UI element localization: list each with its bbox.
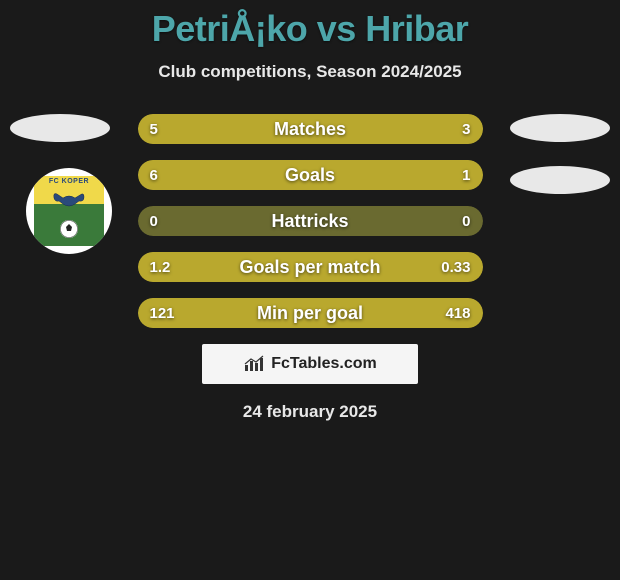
club-badge-text: FC KOPER [49, 178, 89, 185]
stat-label: Min per goal [138, 298, 483, 328]
ball-icon [60, 220, 78, 238]
bull-icon [51, 190, 87, 212]
player-right-placeholder-oval-1 [510, 114, 610, 142]
stat-bars: 53Matches 61Goals 00Hattricks 1.20.33Goals … [138, 114, 483, 328]
stat-label: Goals per match [138, 252, 483, 282]
brand-box[interactable]: FcTables.com [202, 344, 418, 384]
club-badge-inner: FC KOPER [34, 176, 104, 246]
page-subtitle: Club competitions, Season 2024/2025 [0, 62, 620, 82]
brand-text: FcTables.com [271, 355, 377, 373]
stat-label: Matches [138, 114, 483, 144]
stat-row: 1.20.33Goals per match [138, 252, 483, 282]
player-left-placeholder-oval-1 [10, 114, 110, 142]
date-text: 24 february 2025 [0, 402, 620, 422]
player-right-placeholder-oval-2 [510, 166, 610, 194]
stat-label: Hattricks [138, 206, 483, 236]
stat-row: 53Matches [138, 114, 483, 144]
comparison-chart: FC KOPER 53Matches 61Goals 00Hattricks 1.20… [0, 114, 620, 422]
stat-row: 61Goals [138, 160, 483, 190]
brand-chart-icon [243, 355, 265, 373]
page-title: PetriÅ¡ko vs Hribar [0, 0, 620, 50]
stat-row: 121418Min per goal [138, 298, 483, 328]
stat-label: Goals [138, 160, 483, 190]
stat-row: 00Hattricks [138, 206, 483, 236]
club-badge-left: FC KOPER [26, 168, 112, 254]
